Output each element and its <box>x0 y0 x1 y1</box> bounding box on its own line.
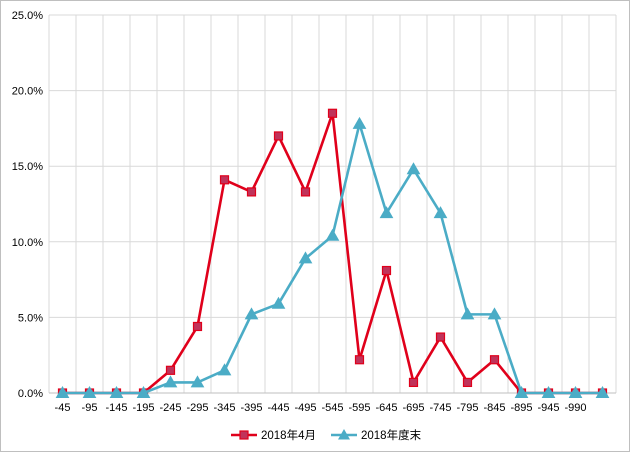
data-point-triangle <box>298 251 313 264</box>
data-point-triangle <box>82 385 97 398</box>
y-tick-label: 5.0% <box>18 312 43 324</box>
x-tick-label: -895 <box>510 402 532 414</box>
data-point-triangle <box>190 375 205 388</box>
x-tick-label: -445 <box>267 402 289 414</box>
y-tick-label: 0.0% <box>18 388 43 400</box>
data-point-square <box>408 377 419 388</box>
x-tick-label: -145 <box>105 402 127 414</box>
data-point-triangle <box>379 206 394 219</box>
data-point-triangle <box>460 307 475 320</box>
y-tick-label: 10.0% <box>12 237 43 249</box>
data-point-square <box>354 355 365 365</box>
legend-marker-triangle <box>338 429 350 440</box>
x-tick-label: -45 <box>55 402 71 414</box>
series-1 <box>57 108 608 398</box>
x-tick-label: -845 <box>483 402 505 414</box>
x-tick-label: -295 <box>186 402 208 414</box>
x-tick-label: -545 <box>321 402 343 414</box>
series-2 <box>55 116 610 398</box>
series-line <box>62 122 603 395</box>
data-point-triangle <box>568 385 583 398</box>
data-point-triangle <box>487 307 502 320</box>
data-point-triangle <box>271 296 286 309</box>
data-point-triangle <box>163 375 178 388</box>
x-tick-label: -795 <box>456 402 478 414</box>
data-point-triangle <box>352 116 367 129</box>
series-line <box>62 111 603 395</box>
legend-item-2: 2018年度末 <box>331 428 422 442</box>
data-point-square <box>435 332 446 342</box>
x-tick-label: -990 <box>564 402 586 414</box>
legend-label: 2018年4月 <box>261 428 316 442</box>
data-point-triangle <box>109 385 124 398</box>
x-tick-label: -395 <box>240 402 262 414</box>
data-point-square <box>381 265 392 276</box>
data-point-square <box>165 365 176 375</box>
y-tick-label: 20.0% <box>12 86 43 98</box>
data-point-triangle <box>55 385 70 398</box>
x-axis-ticks: -45 -95 -145 -195 -245 -295 -345 -395 -445 -495 -5… <box>55 402 587 414</box>
data-point-triangle <box>595 385 610 398</box>
data-point-triangle <box>541 385 556 398</box>
x-tick-label: -645 <box>375 402 397 414</box>
x-tick-label: -595 <box>348 402 370 414</box>
data-point-triangle <box>433 206 448 219</box>
data-point-square <box>462 377 473 388</box>
x-tick-label: -495 <box>294 402 316 414</box>
x-tick-label: -945 <box>537 402 559 414</box>
x-tick-label: -695 <box>402 402 424 414</box>
data-point-triangle <box>136 385 151 398</box>
data-point-square <box>327 108 338 118</box>
y-tick-label: 15.0% <box>12 161 43 173</box>
x-tick-label: -245 <box>159 402 181 414</box>
data-point-triangle <box>514 385 529 398</box>
series-layer <box>55 108 610 398</box>
data-point-square <box>300 187 311 197</box>
data-point-square <box>192 321 203 332</box>
x-tick-label: -195 <box>132 402 154 414</box>
data-point-square <box>246 187 257 197</box>
data-point-triangle <box>217 363 232 376</box>
data-point-square <box>273 131 284 141</box>
legend-item-1: 2018年4月 <box>231 428 316 442</box>
data-point-square <box>489 355 500 365</box>
legend-marker-square <box>239 430 249 440</box>
y-tick-label: 25.0% <box>12 10 43 22</box>
data-point-square <box>219 175 230 185</box>
legend: 2018年4月 2018年度末 <box>231 428 422 442</box>
data-point-triangle <box>325 228 340 241</box>
x-tick-label: -95 <box>82 402 98 414</box>
data-point-triangle <box>244 307 259 320</box>
legend-label: 2018年度末 <box>361 428 422 442</box>
data-point-triangle <box>406 162 421 175</box>
x-tick-label: -345 <box>213 402 235 414</box>
x-tick-label: -745 <box>429 402 451 414</box>
y-axis-ticks: 0.0% 5.0% 10.0% 15.0% 20.0% 25.0% <box>12 10 43 400</box>
grid-layer <box>48 14 617 394</box>
